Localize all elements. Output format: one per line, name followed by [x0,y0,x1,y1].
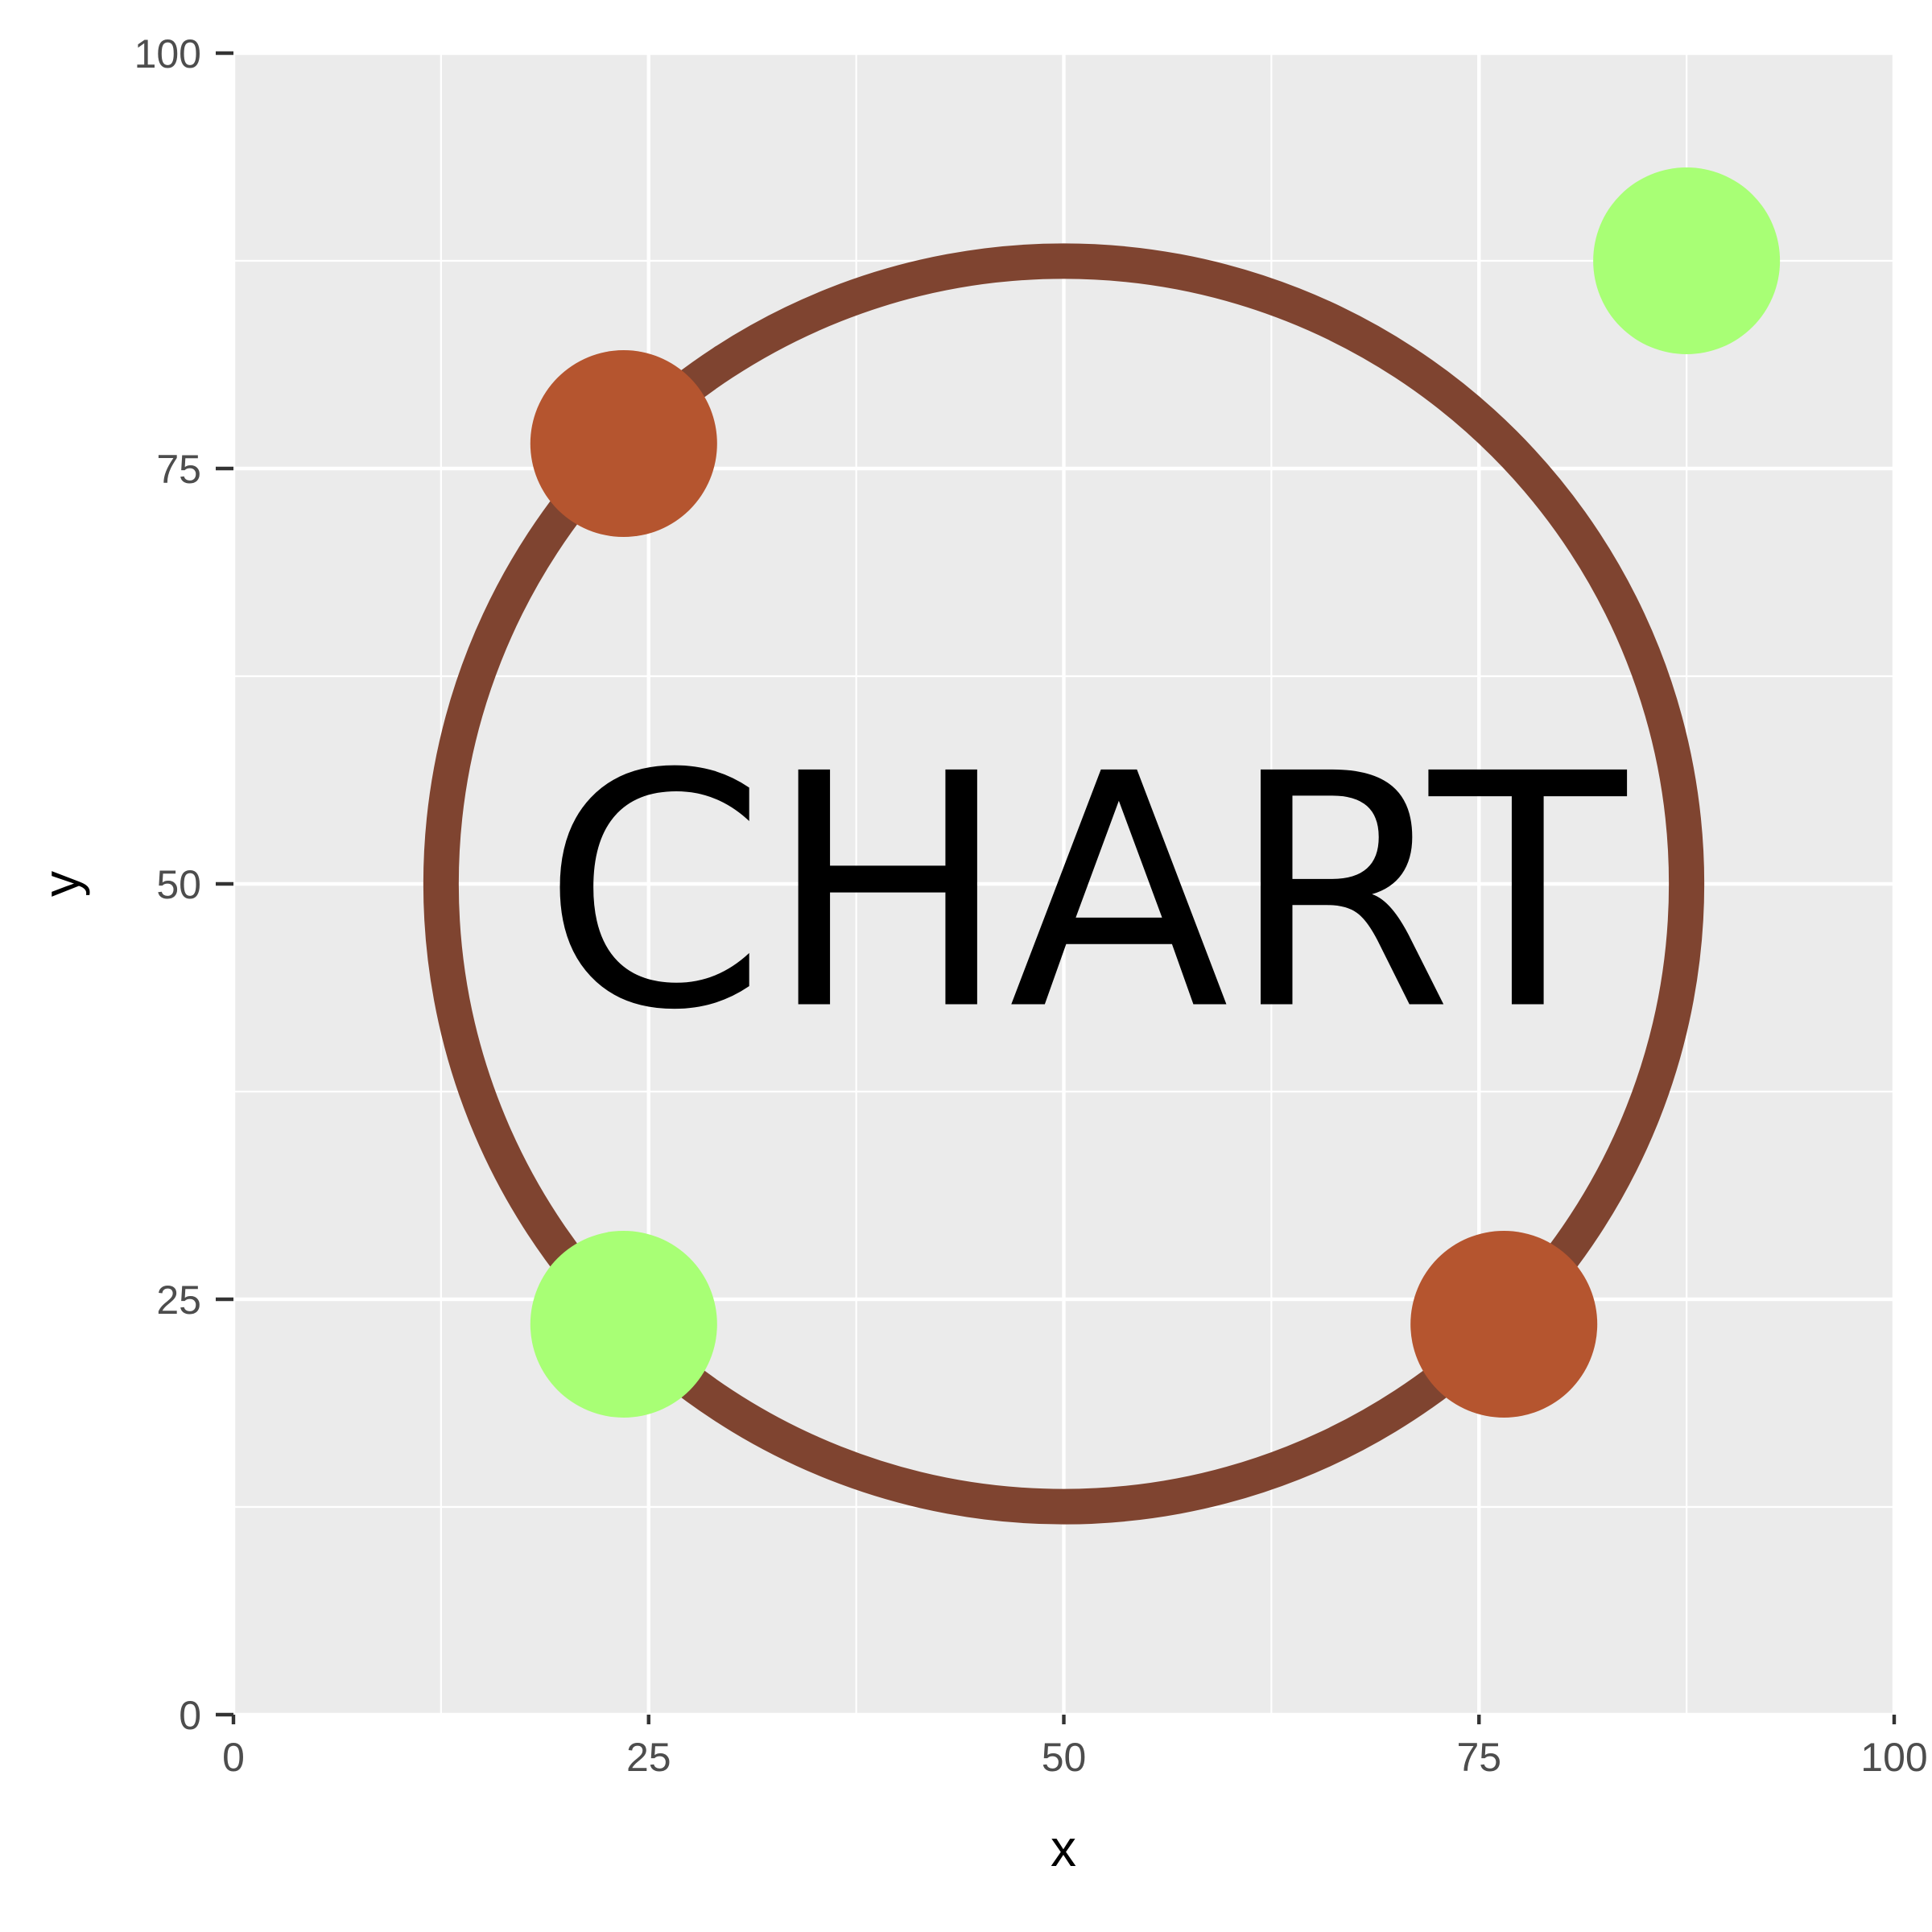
y-axis-ticks: 0 25 50 75 100 [134,31,233,1738]
points-layer [530,167,1781,1418]
ring-circle [423,243,1705,1525]
y-tick-label: 50 [156,862,201,907]
x-tick-label: 100 [1860,1735,1927,1780]
data-point [530,350,717,538]
x-tick-label: 75 [1456,1735,1501,1780]
x-tick-label: 0 [222,1735,245,1780]
x-tick-label: 50 [1042,1735,1087,1780]
y-axis-title: y [32,871,90,897]
y-tick-label: 100 [134,31,201,76]
x-axis-title: x [1051,1819,1076,1877]
y-tick-label: 75 [156,447,201,492]
x-axis-ticks: 0 25 50 75 100 [222,1715,1928,1780]
ring-layer [423,243,1705,1525]
x-tick-label: 25 [626,1735,671,1780]
data-point [530,1230,717,1418]
data-point [1593,167,1781,354]
y-tick-label: 0 [179,1693,201,1738]
y-tick-label: 25 [156,1278,201,1323]
center-annotation: CHART [542,707,1631,1081]
data-point [1410,1230,1598,1418]
